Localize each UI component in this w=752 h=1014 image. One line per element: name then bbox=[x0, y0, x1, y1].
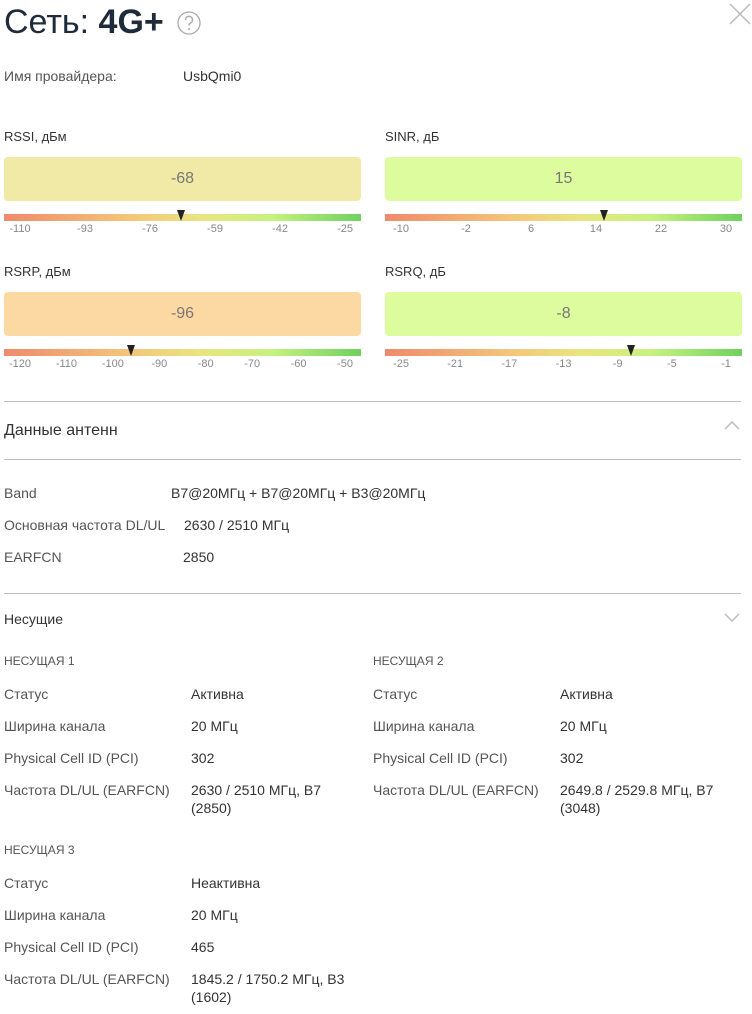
gauge-tick-label: -76 bbox=[142, 223, 158, 235]
section-title[interactable]: Несущие bbox=[4, 611, 64, 627]
row-value: 302 bbox=[191, 750, 215, 766]
row-label: Статус bbox=[373, 686, 418, 702]
row-label: Основная частота DL/UL bbox=[4, 517, 166, 533]
provider-value: UsbQmi0 bbox=[183, 68, 242, 84]
gauge-tick-label: -93 bbox=[77, 223, 93, 235]
gauge-tick-label: -110 bbox=[55, 358, 78, 370]
row-label: Частота DL/UL (EARFCN) bbox=[373, 782, 539, 798]
gauge-tick-label: -120 bbox=[8, 358, 32, 370]
gauge-label: RSRP, дБм bbox=[4, 264, 71, 279]
gauge-tick-label: 22 bbox=[654, 223, 668, 235]
gauge-tick-label: -1 bbox=[721, 358, 731, 370]
gauge-tick-label: -59 bbox=[207, 223, 223, 235]
title-value: 4G+ bbox=[98, 3, 164, 41]
gauge-tick-label: -60 bbox=[290, 358, 307, 370]
gauge-tick-label: 6 bbox=[527, 223, 535, 235]
gauge-marker bbox=[176, 210, 185, 221]
row-value: 2630 / 2510 МГц bbox=[184, 517, 290, 533]
divider bbox=[4, 593, 741, 594]
row-value: 2649.8 / 2529.8 МГц, B7 (3048) bbox=[560, 782, 714, 816]
row-value: Активна bbox=[191, 686, 244, 702]
gauge-tick-label: -17 bbox=[501, 358, 518, 370]
gauge-label: RSSI, дБм bbox=[4, 129, 67, 144]
gauge-tick-label: -2 bbox=[461, 223, 471, 235]
gauge-tick-label: -70 bbox=[244, 358, 261, 370]
row-value: 2850 bbox=[183, 549, 215, 565]
gauge-tick-label: 30 bbox=[719, 223, 733, 235]
gauge-tick-label: -5 bbox=[666, 358, 677, 370]
gauge-bar bbox=[4, 349, 361, 356]
row-label: Physical Cell ID (PCI) bbox=[4, 750, 139, 766]
gauge-tick-label: -10 bbox=[393, 223, 409, 235]
row-value: 2630 / 2510 МГц, B7 (2850) bbox=[191, 782, 322, 816]
gauge-bar bbox=[385, 214, 742, 221]
carrier-title: НЕСУЩАЯ 3 bbox=[4, 843, 75, 857]
divider bbox=[4, 401, 741, 402]
gauge-marker bbox=[600, 210, 609, 221]
row-label: Physical Cell ID (PCI) bbox=[4, 939, 139, 955]
gauge-tick-label: -80 bbox=[197, 358, 214, 370]
section-title[interactable]: Данные антенн bbox=[4, 422, 118, 439]
gauge-label: SINR, дБ bbox=[385, 129, 440, 144]
help-icon[interactable] bbox=[176, 10, 202, 36]
row-value: 20 МГц bbox=[191, 718, 238, 734]
gauge-value-box: 15 bbox=[385, 157, 742, 201]
gauge-marker bbox=[627, 345, 636, 356]
row-label: Ширина канала bbox=[4, 718, 106, 734]
row-label: Частота DL/UL (EARFCN) bbox=[4, 971, 170, 987]
row-label: Physical Cell ID (PCI) bbox=[373, 750, 508, 766]
row-value: 465 bbox=[191, 939, 215, 955]
carrier-title: НЕСУЩАЯ 1 bbox=[4, 654, 75, 668]
row-label: Band bbox=[4, 485, 37, 501]
gauge-tick-label: -9 bbox=[612, 358, 623, 370]
row-label: Ширина канала bbox=[4, 907, 106, 923]
gauge-tick-label: -25 bbox=[337, 223, 353, 235]
row-label: Статус bbox=[4, 686, 49, 702]
gauge-bar bbox=[385, 349, 742, 356]
gauge-tick-label: 14 bbox=[589, 223, 603, 235]
gauge-marker bbox=[127, 345, 136, 356]
row-value: 20 МГц bbox=[560, 718, 607, 734]
gauge-value-box: -68 bbox=[4, 157, 361, 201]
row-label: Ширина канала bbox=[373, 718, 475, 734]
gauge-tick-label: -13 bbox=[555, 358, 572, 370]
gauge-tick-label: -110 bbox=[9, 223, 31, 235]
collapse-icon[interactable] bbox=[723, 418, 741, 432]
row-value: Активна bbox=[560, 686, 613, 702]
carrier-title: НЕСУЩАЯ 2 bbox=[373, 654, 444, 668]
row-value: B7@20МГц + B7@20МГц + B3@20МГц bbox=[171, 485, 426, 501]
title-prefix: Сеть: bbox=[4, 3, 90, 41]
gauge-value-box: -8 bbox=[385, 292, 742, 336]
gauge-label: RSRQ, дБ bbox=[385, 264, 446, 279]
row-value: 302 bbox=[560, 750, 584, 766]
row-value: 1845.2 / 1750.2 МГц, B3 (1602) bbox=[191, 971, 345, 1005]
close-button[interactable] bbox=[728, 2, 752, 26]
gauge-tick-label: -90 bbox=[151, 358, 168, 370]
row-label: Частота DL/UL (EARFCN) bbox=[4, 782, 170, 798]
expand-icon[interactable] bbox=[723, 611, 741, 625]
gauge-tick-label: -100 bbox=[101, 358, 124, 370]
gauge-bar bbox=[4, 214, 361, 221]
divider bbox=[4, 459, 741, 460]
row-label: Статус bbox=[4, 875, 49, 891]
gauge-tick-label: -21 bbox=[447, 358, 464, 370]
gauge-tick-label: -50 bbox=[337, 358, 353, 370]
gauge-tick-label: -42 bbox=[272, 223, 288, 235]
title: Сеть: 4G+ bbox=[4, 2, 164, 42]
row-value: 20 МГц bbox=[191, 907, 238, 923]
gauge-tick-label: -25 bbox=[393, 358, 409, 370]
row-label: EARFCN bbox=[4, 549, 62, 565]
row-value: Неактивна bbox=[191, 875, 261, 891]
provider-label: Имя провайдера: bbox=[4, 68, 117, 84]
gauge-value-box: -96 bbox=[4, 292, 361, 336]
